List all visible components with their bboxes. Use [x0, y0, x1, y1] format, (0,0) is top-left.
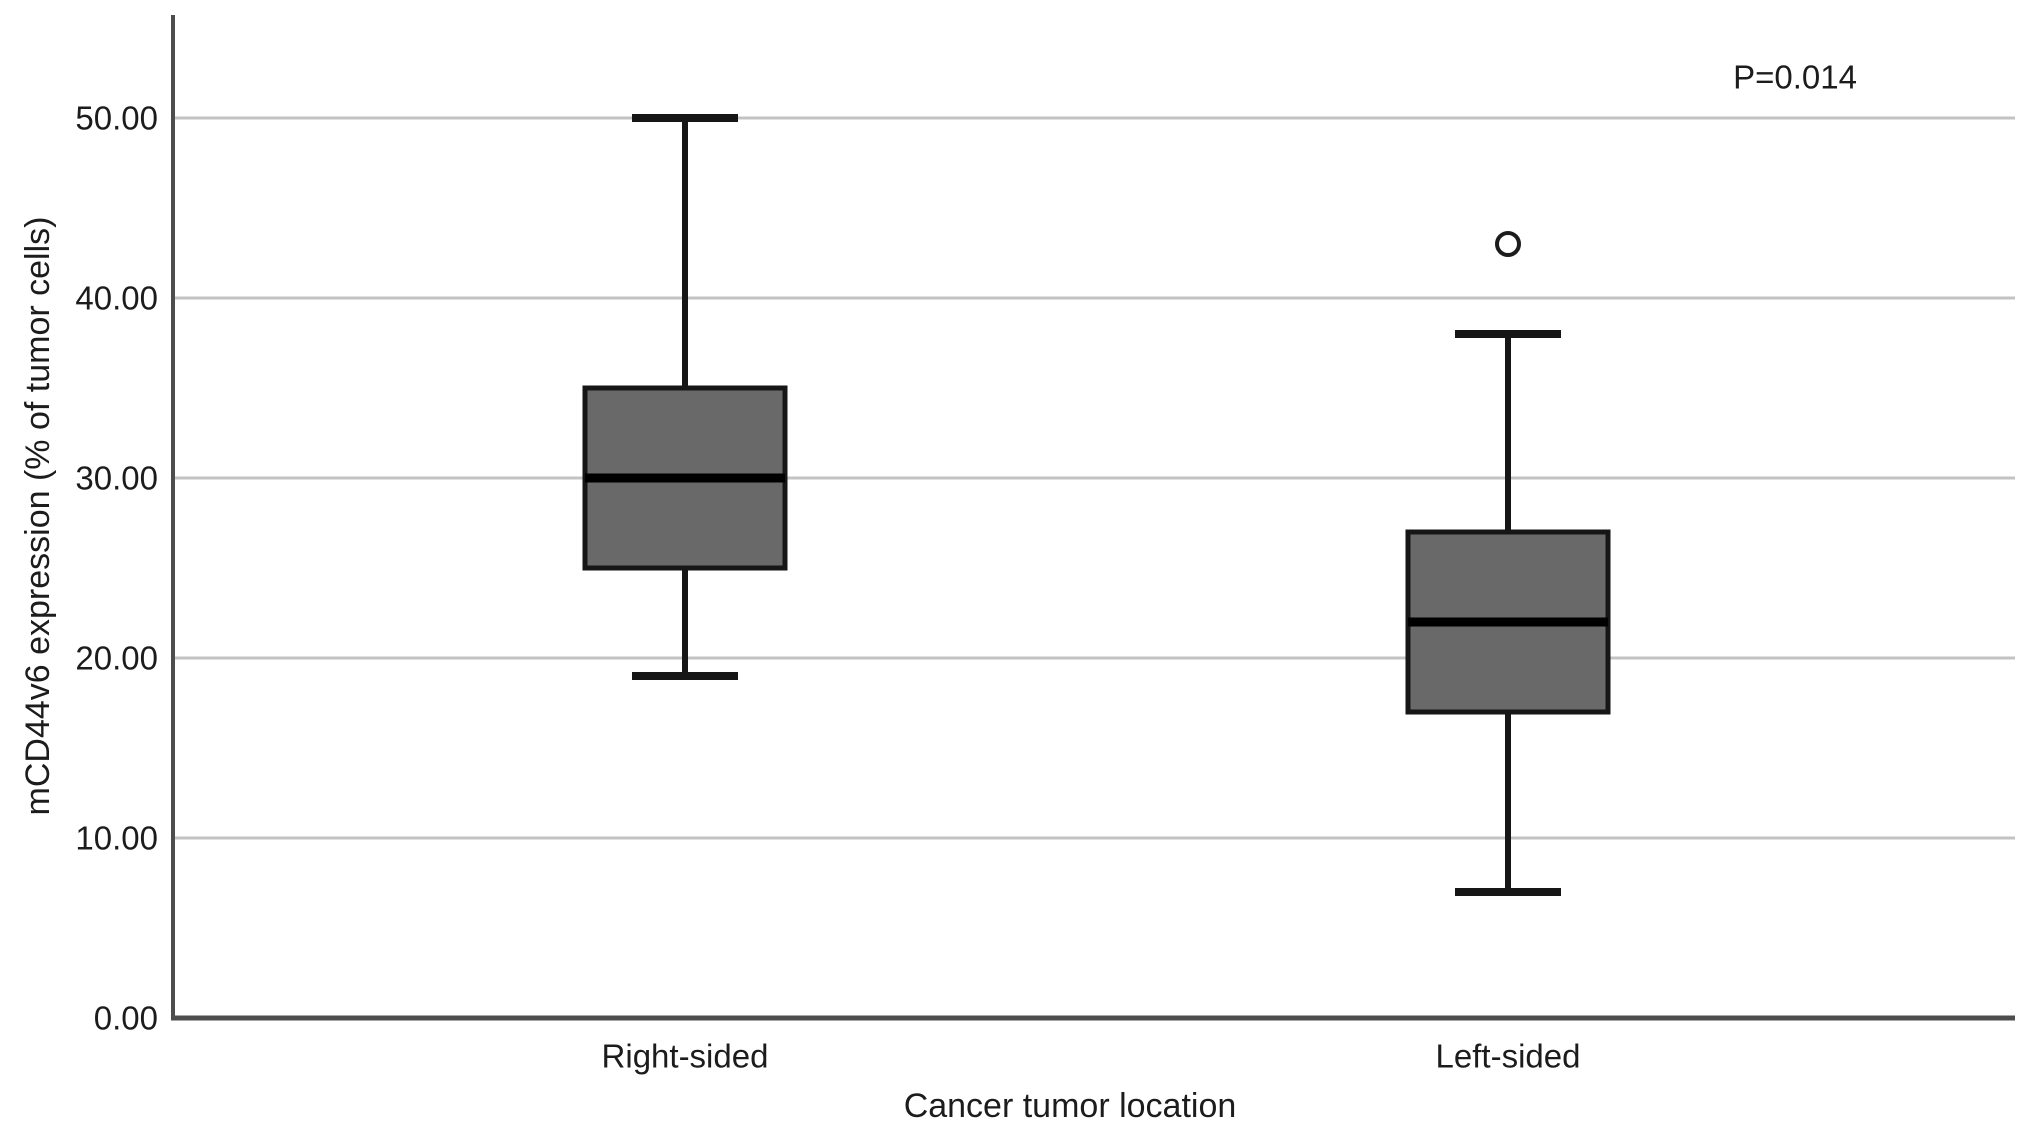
- p-value-annotation: P=0.014: [1733, 59, 1857, 96]
- y-axis-title: mCD44v6 expression (% of tumor cells): [19, 217, 57, 816]
- y-tick-label: 10.00: [75, 820, 158, 857]
- y-tick-label: 40.00: [75, 280, 158, 317]
- x-category-label: Left-sided: [1436, 1038, 1581, 1075]
- x-category-label: Right-sided: [602, 1038, 769, 1075]
- box-group: [1405, 231, 1611, 896]
- y-tick-label: 50.00: [75, 100, 158, 137]
- x-axis-title: Cancer tumor location: [904, 1087, 1237, 1125]
- outlier-point: [1495, 231, 1521, 257]
- box-group: [582, 114, 788, 680]
- tick-labels-layer: 0.00 10.00 20.00 30.00 40.00 50.00 Right-sided…: [75, 100, 1580, 1075]
- gridlines-layer: [173, 116, 2015, 840]
- y-tick-label: 30.00: [75, 460, 158, 497]
- boxes-layer: [582, 114, 1611, 896]
- axes-layer: [171, 15, 2015, 1021]
- y-tick-label: 20.00: [75, 640, 158, 677]
- y-tick-label: 0.00: [94, 1000, 158, 1037]
